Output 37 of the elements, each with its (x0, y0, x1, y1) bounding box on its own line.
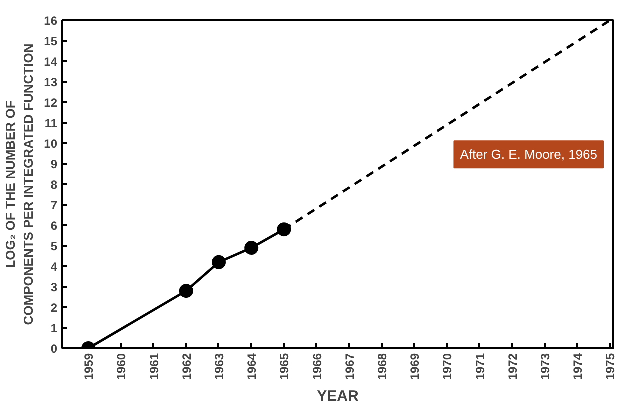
y-tick-label: 15 (44, 34, 58, 48)
x-tick-label: 1972 (506, 353, 520, 380)
x-tick-label: 1968 (376, 353, 390, 380)
y-tick-label: 8 (50, 178, 58, 192)
x-tick-label: 1974 (571, 353, 586, 380)
annotation: After G. E. Moore, 1965 (460, 147, 598, 162)
y-tick-label: 9 (50, 158, 58, 172)
y-tick-label: 14 (44, 55, 58, 69)
y-tick-label: 11 (44, 116, 58, 130)
y-tick-label: 16 (44, 14, 58, 28)
y-axis-title: LOG₂ OF THE NUMBER OF COMPONENTS PER INTEGRATED FUNCTION (3, 44, 36, 326)
x-tick-label: 1964 (245, 353, 260, 380)
y-tick-label: 13 (44, 76, 58, 90)
x-tick-label: 1967 (342, 353, 357, 380)
y-tick-label: 12 (44, 96, 58, 110)
x-tick-label: 1960 (114, 353, 129, 380)
y-tick-label: 7 (50, 198, 58, 212)
y-tick-label: 1 (50, 322, 58, 336)
y-tick-label: 2 (50, 301, 58, 315)
y-tick-label: 3 (50, 280, 58, 294)
y-tick-label: 0 (50, 342, 58, 356)
x-axis-title: YEAR (317, 388, 360, 406)
x-tick-label: 1962 (180, 353, 194, 380)
x-tick-label: 1961 (147, 353, 162, 380)
x-tick-label: 1963 (212, 353, 226, 380)
x-tick-label: 1975 (604, 353, 618, 380)
y-tick-label: 5 (50, 240, 58, 254)
x-tick-label: 1973 (538, 353, 553, 380)
x-tick-label: 1970 (440, 353, 455, 380)
y-tick-label: 10 (44, 137, 58, 151)
y-tick-label: 6 (50, 219, 58, 233)
x-tick-label: 1966 (310, 353, 324, 380)
x-tick-label: 1965 (278, 353, 292, 380)
x-tick-label: 1971 (473, 353, 488, 380)
y-tick-label: 4 (50, 260, 58, 274)
x-tick-label: 1969 (408, 353, 422, 380)
x-tick-label: 1959 (82, 353, 96, 380)
